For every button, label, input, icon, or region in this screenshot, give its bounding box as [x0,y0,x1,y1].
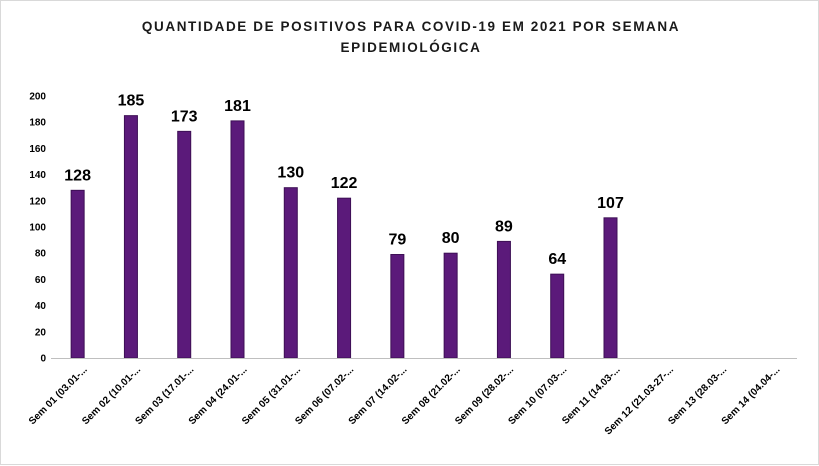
y-tick-label: 160 [29,144,46,155]
bar [443,252,458,359]
y-tick-label: 100 [29,223,46,234]
chart-title-line-2: EPIDEMIOLÓGICA [341,40,482,55]
x-tick-label: Sem 01 (03.01-... [27,364,90,427]
x-tick-label: Sem 06 (07.02-... [293,364,356,427]
x-axis: Sem 01 (03.01-...Sem 02 (10.01-...Sem 03… [27,358,797,437]
data-label: 64 [548,251,566,268]
x-tick-label: Sem 07 (14.02-... [347,364,410,427]
data-label: 89 [495,218,513,235]
y-tick-label: 120 [29,196,46,207]
data-labels-group: 128 185 173 181 130 122 79 80 89 64 107 [64,93,624,269]
chart-title-line-1: QUANTIDADE DE POSITIVOS PARA COVID-19 EM… [142,19,680,34]
bar [123,115,138,359]
bar [230,120,245,359]
bar [337,197,352,359]
data-label: 181 [224,98,251,115]
bar [70,189,85,359]
x-tick-label: Sem 08 (21.02-... [400,364,463,427]
y-tick-label: 40 [35,301,47,312]
bar [177,130,192,359]
bar [283,187,298,359]
x-tick-label: Sem 05 (31.01-... [240,364,303,427]
x-tick-label: Sem 11 (14.03-... [560,364,623,427]
bar [603,217,618,359]
y-axis: 0 20 40 60 80 100 120 140 160 180 200 [29,92,46,365]
x-tick-label: Sem 02 (10.01-... [80,364,143,427]
data-label: 79 [388,232,406,249]
y-tick-label: 180 [29,118,46,129]
bar [550,273,565,359]
y-tick-label: 200 [29,92,46,103]
data-label: 80 [442,230,460,247]
data-label: 128 [64,167,91,184]
y-tick-label: 20 [35,327,47,338]
bar [496,240,511,359]
data-label: 130 [277,165,304,182]
bar [390,254,405,359]
y-tick-label: 0 [40,354,46,365]
x-tick-label: Sem 10 (07.03-... [507,364,570,427]
x-tick-label: Sem 09 (28.02-... [453,364,516,427]
x-tick-label: Sem 14 (04.04-... [720,364,783,427]
y-tick-label: 140 [29,170,46,181]
bars-group [70,115,618,359]
data-label: 107 [597,195,624,212]
x-tick-label: Sem 13 (28.03-... [666,364,729,427]
y-tick-label: 60 [35,275,47,286]
data-label: 122 [331,175,358,192]
x-tick-label: Sem 04 (24.01-... [187,364,250,427]
x-tick-label: Sem 03 (17.01-... [134,364,197,427]
y-tick-label: 80 [35,249,47,260]
data-label: 173 [171,108,198,125]
data-label: 185 [118,93,145,110]
